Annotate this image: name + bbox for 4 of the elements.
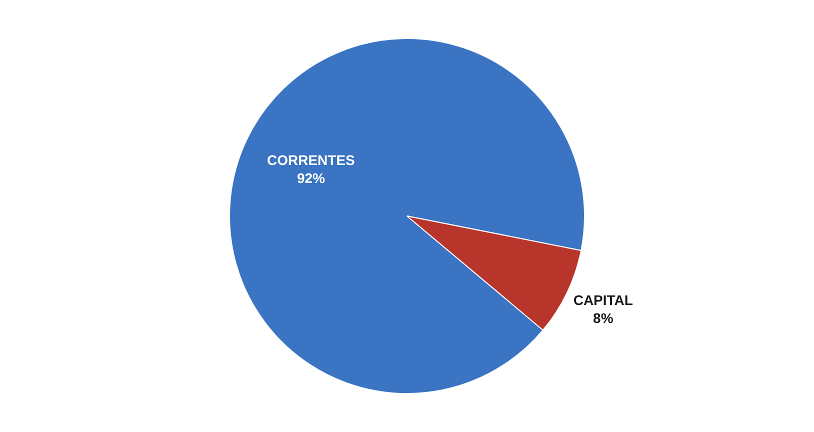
slice-label: CAPITAL bbox=[573, 292, 634, 308]
data-label: 92% bbox=[296, 170, 326, 186]
slice-label: CORRENTES bbox=[267, 152, 355, 168]
data-label: 8% bbox=[593, 310, 614, 326]
